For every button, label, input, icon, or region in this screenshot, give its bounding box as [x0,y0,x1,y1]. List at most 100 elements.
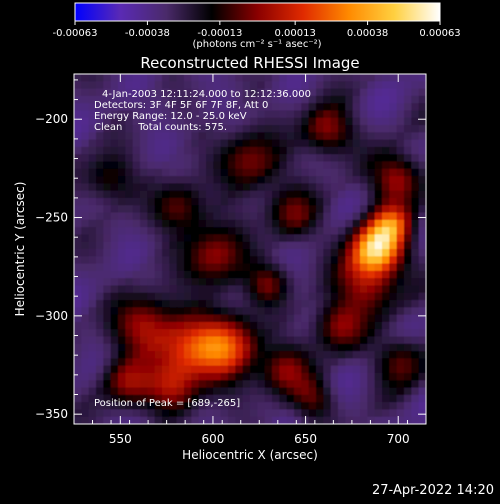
heatmap-cell [110,365,119,374]
heatmap-cell [404,176,412,184]
heatmap-cell [74,110,82,119]
heatmap-cell [74,416,82,424]
heatmap-cell [330,285,339,294]
heatmap-cell [103,81,112,90]
heatmap-cell [206,168,214,177]
heatmap-cell [374,183,383,192]
heatmap-cell [418,168,426,177]
heatmap-cell [147,103,156,112]
heatmap-cell [404,365,412,374]
heatmap-cell [88,183,97,192]
heatmap-cell [316,307,324,316]
heatmap-cell [74,402,82,411]
heatmap-cell [286,314,295,323]
annotation-detectors: Detectors: 3F 4F 5F 6F 7F 8F, Att 0 [94,100,268,111]
heatmap-cell [330,219,339,228]
heatmap-cell [360,212,368,221]
heatmap-cell [162,168,170,177]
heatmap-cell [411,154,420,163]
heatmap-cell [338,132,346,141]
heatmap-cell [374,103,383,112]
heatmap-cell [374,249,383,257]
heatmap-cell [323,249,332,257]
heatmap-cell [374,300,383,308]
heatmap-cell [264,372,273,381]
heatmap-cell [382,154,390,163]
heatmap-cell [352,416,361,424]
heatmap-cell [396,190,405,199]
heatmap-cell [264,139,273,148]
heatmap-cell [330,336,339,345]
heatmap-cell [162,190,170,199]
heatmap-cell [184,81,192,90]
heatmap-cell [323,292,332,301]
heatmap-cell [352,241,361,250]
heatmap-cell [228,95,236,104]
heatmap-cell [316,321,324,330]
heatmap-cell [198,263,207,272]
heatmap-cell [125,103,134,112]
heatmap-cell [184,132,192,141]
heatmap-cell [418,351,426,359]
heatmap-cell [360,380,368,389]
heatmap-cell [316,387,324,396]
heatmap-cell [74,161,82,170]
heatmap-cell [132,190,141,199]
heatmap-cell [330,190,339,199]
heatmap-cell [81,300,90,308]
heatmap-cell [286,183,295,192]
heatmap-cell [147,365,156,374]
heatmap-cell [360,372,368,381]
heatmap-cell [352,190,361,199]
heatmap-cell [96,278,104,287]
heatmap-cell [301,336,310,345]
heatmap-cell [323,241,332,250]
heatmap-cell [169,285,178,294]
heatmap-cell [323,154,332,163]
heatmap-cell [228,380,236,389]
heatmap-cell [286,168,295,177]
colorbar-gradient [74,2,441,22]
heatmap-cell [360,154,368,163]
heatmap-cell [272,117,280,126]
heatmap-cell [389,95,398,104]
heatmap-cell [396,110,405,119]
heatmap-cell [198,190,207,199]
heatmap-cell [103,241,112,250]
heatmap-cell [125,110,134,119]
heatmap-cell [250,292,258,301]
heatmap-cell [132,256,141,265]
heatmap-cell [264,314,273,323]
heatmap-cell [103,263,112,272]
heatmap-cell [110,234,119,243]
heatmap-cell [286,270,295,279]
heatmap-cell [352,300,361,308]
heatmap-cell [74,365,82,374]
heatmap-cell [242,168,251,177]
heatmap-cell [235,227,244,236]
heatmap-cell [316,197,324,206]
heatmap-cell [118,416,126,424]
heatmap-cell [132,81,141,90]
heatmap-cell [191,125,200,133]
heatmap-cell [74,219,82,228]
heatmap-cell [191,117,200,126]
heatmap-cell [198,402,207,411]
heatmap-cell [206,88,214,97]
heatmap-cell [118,117,126,126]
heatmap-cell [360,125,368,133]
heatmap-cell [257,132,266,141]
heatmap-cell [382,219,390,228]
heatmap-cell [132,212,141,221]
heatmap-cell [198,219,207,228]
heatmap-cell [279,161,288,170]
heatmap-cell [235,285,244,294]
heatmap-cell [301,380,310,389]
heatmap-cell [132,183,141,192]
heatmap-cell [264,394,273,403]
heatmap-cell [140,336,148,345]
heatmap-cell [360,176,368,184]
heatmap-cell [345,168,354,177]
heatmap-cell [418,394,426,403]
